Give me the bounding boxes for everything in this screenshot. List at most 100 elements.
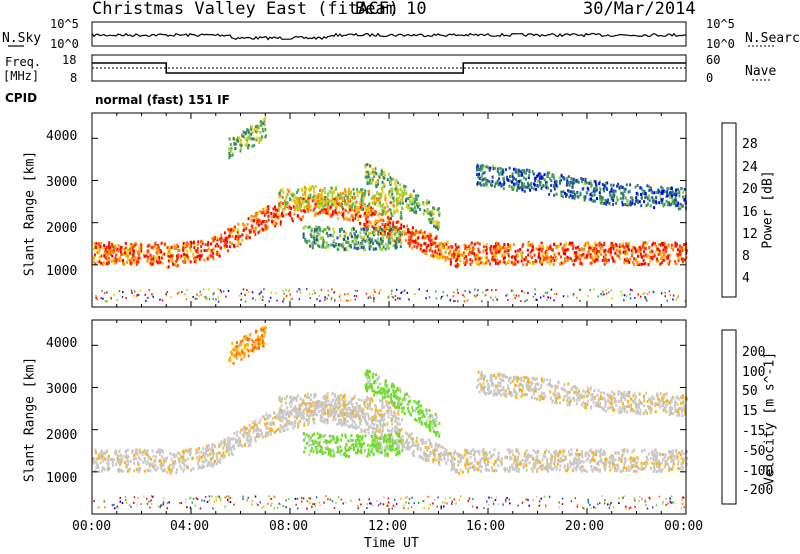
scatter-cell bbox=[582, 252, 585, 256]
scatter-cell bbox=[258, 140, 261, 144]
scatter-cell bbox=[671, 200, 674, 204]
scatter-cell bbox=[360, 246, 363, 249]
scatter-cell bbox=[528, 461, 531, 464]
scatter-cell bbox=[389, 195, 392, 199]
scatter-cell bbox=[302, 417, 305, 421]
scatter-cell bbox=[662, 458, 665, 462]
scatter-cell bbox=[399, 216, 402, 220]
scatter-cell bbox=[648, 250, 651, 254]
scatter-cell bbox=[378, 175, 381, 179]
scatter-cell bbox=[473, 468, 476, 472]
scatter-cell bbox=[408, 236, 410, 240]
scatter-cell bbox=[161, 464, 164, 467]
scatter-cell bbox=[133, 461, 136, 465]
scatter-cell bbox=[404, 185, 407, 188]
scatter-cell bbox=[315, 238, 318, 242]
scatter-cell bbox=[426, 208, 429, 212]
scatter-cell bbox=[313, 199, 315, 202]
scatter-cell bbox=[503, 256, 506, 260]
scatter-cell bbox=[155, 455, 158, 459]
noise-cell bbox=[435, 290, 437, 293]
noise-cell bbox=[365, 292, 368, 295]
scatter-cell bbox=[166, 252, 169, 255]
scatter-cell bbox=[529, 183, 532, 187]
noise-cell bbox=[283, 292, 285, 295]
scatter-cell bbox=[471, 448, 474, 452]
scatter-cell bbox=[383, 174, 386, 178]
scatter-cell bbox=[598, 182, 601, 186]
scatter-cell bbox=[265, 225, 267, 229]
noise-cell bbox=[327, 289, 329, 292]
scatter-cell bbox=[389, 241, 392, 245]
noise-cell bbox=[426, 289, 428, 292]
scatter-cell bbox=[253, 127, 256, 131]
noise-cell bbox=[485, 289, 487, 292]
scatter-cell bbox=[447, 252, 450, 256]
scatter-cell bbox=[342, 192, 345, 195]
scatter-cell bbox=[359, 190, 362, 194]
scatter-cell bbox=[161, 254, 164, 258]
scatter-cell bbox=[289, 197, 291, 201]
scatter-cell bbox=[353, 246, 356, 250]
scatter-cell bbox=[166, 470, 169, 474]
scatter-cell bbox=[609, 468, 612, 472]
scatter-cell bbox=[382, 185, 384, 189]
scatter-cell bbox=[100, 241, 103, 245]
scatter-cell bbox=[515, 461, 518, 465]
scatter-cell bbox=[653, 191, 656, 195]
scatter-cell bbox=[455, 469, 457, 473]
scatter-cell bbox=[559, 457, 562, 460]
scatter-cell bbox=[538, 252, 541, 256]
scatter-cell bbox=[365, 238, 368, 242]
scatter-cell bbox=[446, 240, 449, 244]
scatter-cell bbox=[349, 192, 352, 196]
scatter-cell bbox=[336, 248, 339, 252]
scatter-cell bbox=[376, 429, 379, 433]
noise-cell bbox=[435, 297, 438, 300]
scatter-cell bbox=[313, 190, 315, 194]
scatter-cell bbox=[640, 248, 642, 252]
scatter-cell bbox=[669, 195, 672, 199]
scatter-cell bbox=[494, 247, 497, 251]
scatter-cell bbox=[388, 238, 391, 242]
scatter-cell bbox=[331, 193, 334, 197]
scatter-cell bbox=[387, 172, 390, 176]
scatter-cell bbox=[529, 261, 532, 265]
noise-cell bbox=[240, 298, 242, 301]
scatter-cell bbox=[373, 231, 376, 235]
scatter-cell bbox=[435, 245, 438, 249]
scatter-cell bbox=[211, 456, 214, 460]
scatter-cell bbox=[382, 236, 385, 239]
scatter-cell bbox=[532, 457, 534, 461]
scatter-cell bbox=[497, 242, 500, 246]
scatter-cell bbox=[347, 199, 349, 203]
scatter-cell bbox=[451, 253, 454, 257]
scatter-cell bbox=[518, 179, 520, 183]
scatter-cell bbox=[376, 198, 379, 202]
scatter-cell bbox=[545, 183, 548, 187]
scatter-cell bbox=[483, 249, 486, 253]
scatter-cell bbox=[374, 170, 377, 174]
scatter-cell bbox=[263, 210, 266, 214]
scatter-cell bbox=[105, 461, 108, 465]
scatter-cell bbox=[377, 213, 380, 217]
scatter-cell bbox=[642, 241, 645, 245]
scatter-cell bbox=[261, 415, 264, 419]
scatter-cell bbox=[262, 127, 265, 131]
scatter-cell bbox=[184, 244, 186, 247]
scatter-cell bbox=[327, 403, 330, 407]
scatter-cell bbox=[275, 215, 278, 219]
scatter-cell bbox=[367, 175, 370, 179]
scatter-cell bbox=[269, 211, 272, 215]
scatter-cell bbox=[623, 258, 626, 262]
noise-cell bbox=[484, 294, 487, 297]
scatter-cell bbox=[261, 432, 264, 435]
scatter-cell bbox=[337, 193, 340, 197]
scatter-cell bbox=[609, 246, 612, 250]
scatter-cell bbox=[379, 232, 382, 235]
scatter-cell bbox=[113, 244, 116, 248]
scatter-cell bbox=[430, 238, 433, 242]
scatter-cell bbox=[548, 256, 551, 260]
scatter-cell bbox=[589, 460, 591, 464]
scatter-cell bbox=[596, 258, 599, 262]
